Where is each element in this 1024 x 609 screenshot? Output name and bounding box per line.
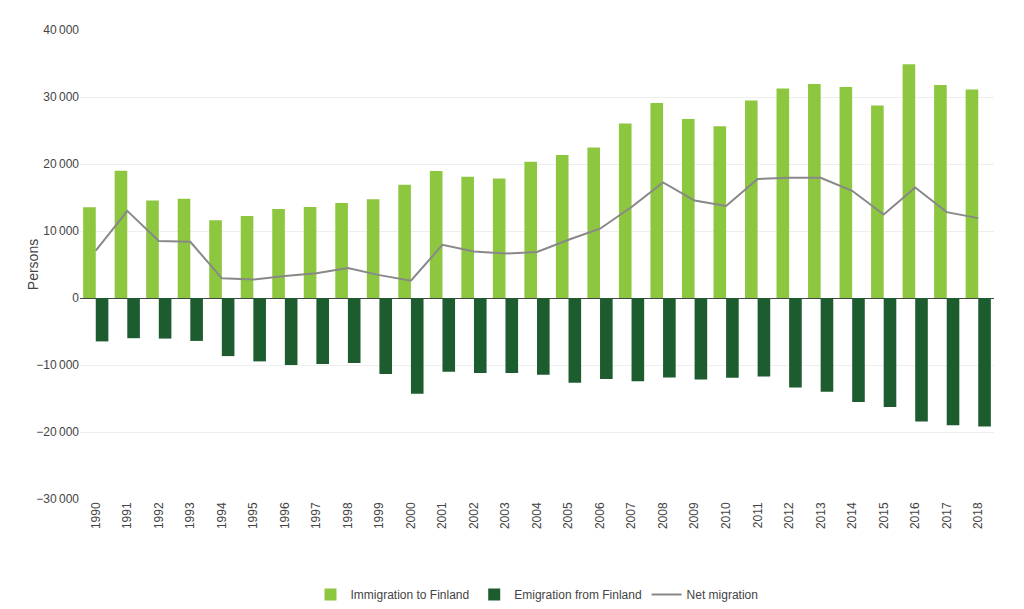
svg-text:2011: 2011 bbox=[751, 502, 765, 528]
svg-text:30 000: 30 000 bbox=[43, 90, 79, 104]
svg-text:40 000: 40 000 bbox=[43, 23, 79, 37]
svg-text:20 000: 20 000 bbox=[43, 157, 79, 171]
svg-text:1996: 1996 bbox=[278, 502, 292, 529]
svg-text:−30 000: −30 000 bbox=[36, 492, 79, 506]
svg-text:Net migration: Net migration bbox=[687, 588, 758, 602]
svg-text:1998: 1998 bbox=[341, 502, 355, 529]
svg-text:2005: 2005 bbox=[561, 502, 575, 529]
svg-text:1990: 1990 bbox=[89, 502, 103, 529]
svg-text:1994: 1994 bbox=[215, 502, 229, 529]
svg-text:2008: 2008 bbox=[656, 502, 670, 529]
svg-text:2014: 2014 bbox=[845, 502, 859, 529]
svg-text:2006: 2006 bbox=[593, 502, 607, 529]
svg-text:Persons: Persons bbox=[25, 239, 41, 290]
svg-text:−10 000: −10 000 bbox=[36, 358, 79, 372]
svg-text:2015: 2015 bbox=[877, 502, 891, 529]
svg-text:0: 0 bbox=[72, 291, 79, 305]
svg-text:10 000: 10 000 bbox=[43, 224, 79, 238]
svg-text:2000: 2000 bbox=[404, 502, 418, 529]
svg-text:−20 000: −20 000 bbox=[36, 425, 79, 439]
svg-text:1993: 1993 bbox=[183, 502, 197, 529]
svg-text:2003: 2003 bbox=[498, 502, 512, 529]
svg-text:2017: 2017 bbox=[940, 502, 954, 529]
svg-text:2016: 2016 bbox=[908, 502, 922, 529]
svg-text:2007: 2007 bbox=[624, 502, 638, 529]
svg-text:2013: 2013 bbox=[814, 502, 828, 529]
svg-text:2009: 2009 bbox=[687, 502, 701, 529]
svg-text:2001: 2001 bbox=[435, 502, 449, 529]
svg-text:1991: 1991 bbox=[120, 502, 134, 529]
svg-text:Emigration from Finland: Emigration from Finland bbox=[514, 588, 641, 602]
svg-text:1992: 1992 bbox=[152, 502, 166, 529]
svg-text:Immigration to Finland: Immigration to Finland bbox=[351, 588, 470, 602]
svg-text:2004: 2004 bbox=[530, 502, 544, 529]
svg-text:1999: 1999 bbox=[372, 502, 386, 529]
svg-text:2012: 2012 bbox=[782, 502, 796, 529]
svg-text:1997: 1997 bbox=[309, 502, 323, 529]
svg-text:2018: 2018 bbox=[971, 502, 985, 529]
svg-text:1995: 1995 bbox=[246, 502, 260, 529]
svg-text:2010: 2010 bbox=[719, 502, 733, 529]
svg-text:2002: 2002 bbox=[467, 502, 481, 529]
